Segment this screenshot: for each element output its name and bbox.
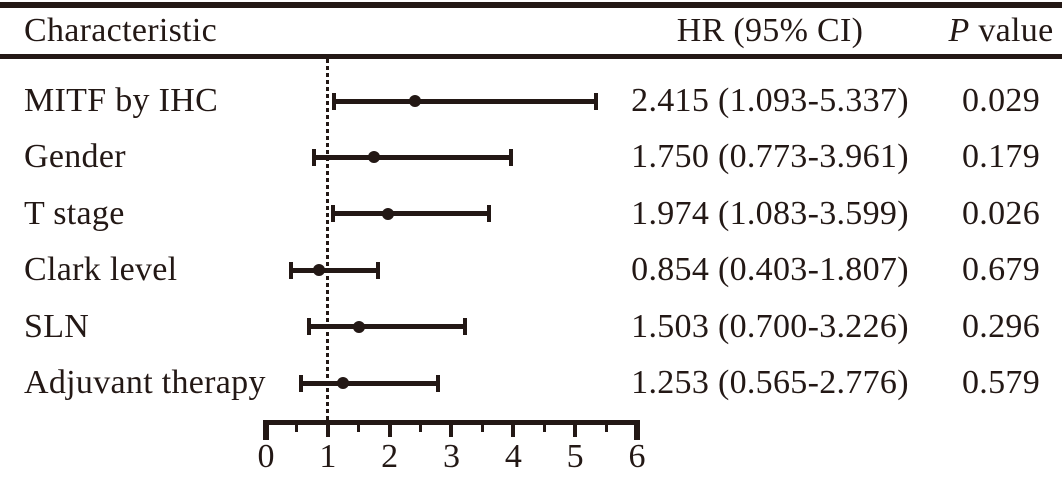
hr-ci-text: 1.750 (0.773-3.961) [631, 138, 909, 176]
x-axis-tick-minor [295, 425, 299, 432]
x-axis-tick-minor [480, 425, 484, 432]
header-rule [0, 54, 1062, 59]
ci-bar [309, 324, 466, 330]
ci-cap-right [486, 205, 491, 223]
ci-cap-left [298, 374, 303, 392]
ci-cap-left [331, 92, 336, 110]
ci-cap-left [288, 261, 293, 279]
x-axis-line [263, 420, 640, 425]
x-axis-tick-major [263, 425, 269, 440]
x-axis-tick-label: 2 [381, 438, 399, 475]
x-axis-tick-label: 6 [628, 438, 646, 475]
row-label: MITF by IHC [24, 82, 219, 119]
hr-ci-text: 1.974 (1.083-3.599) [631, 194, 909, 232]
ci-bar [300, 380, 438, 386]
row-label: Clark level [24, 251, 178, 289]
x-axis-tick-major [325, 425, 330, 437]
ci-bar [333, 98, 596, 104]
ci-cap-right [593, 92, 598, 110]
ci-bar [313, 154, 511, 160]
ci-bar [332, 211, 489, 217]
top-rule [0, 2, 1062, 8]
ci-cap-left [311, 148, 316, 166]
hr-ci-text: 0.854 (0.403-1.807) [631, 251, 909, 289]
x-axis-tick-major [573, 425, 578, 437]
x-axis-tick-minor [357, 425, 361, 432]
reference-line [326, 59, 330, 420]
x-axis-tick-major [449, 425, 454, 437]
x-axis-tick-label: 4 [504, 438, 522, 475]
p-value-text: 0.179 [962, 138, 1040, 176]
p-value-text: 0.029 [962, 82, 1040, 119]
x-axis-tick-label: 3 [442, 438, 460, 475]
hr-ci-text: 1.253 (0.565-2.776) [631, 364, 909, 401]
ci-bar [290, 267, 378, 273]
hr-point-marker [312, 264, 325, 277]
ci-cap-right [508, 148, 513, 166]
p-value-header-rest: value [969, 12, 1054, 49]
column-header-p-value: P value [926, 9, 1062, 53]
x-axis-tick-minor [604, 425, 608, 432]
x-axis-tick-minor [419, 425, 423, 432]
ci-cap-right [435, 374, 440, 392]
column-header-hr-ci: HR (95% CI) [676, 12, 864, 49]
column-header-characteristic: Characteristic [24, 12, 217, 49]
ci-cap-right [375, 261, 380, 279]
p-value-text: 0.026 [962, 194, 1040, 232]
ci-cap-left [330, 205, 335, 223]
row-label: SLN [24, 307, 90, 345]
ci-cap-left [307, 318, 312, 336]
row-label: Adjuvant therapy [24, 364, 266, 401]
p-value-text: 0.296 [962, 307, 1040, 345]
x-axis-tick-major [387, 425, 392, 437]
row-label: Gender [24, 138, 126, 176]
p-value-text: 0.579 [962, 364, 1040, 401]
p-value-text: 0.679 [962, 251, 1040, 289]
x-axis-tick-major [633, 425, 640, 440]
x-axis-tick-label: 5 [566, 438, 584, 475]
x-axis-tick-label: 1 [319, 438, 337, 475]
hr-point-marker [368, 151, 381, 164]
p-value-header-italic-p: P [948, 12, 970, 49]
x-axis-tick-major [511, 425, 516, 437]
hr-ci-text: 1.503 (0.700-3.226) [631, 307, 909, 345]
x-axis-tick-minor [542, 425, 546, 432]
x-axis-tick-label: 0 [257, 438, 275, 475]
ci-cap-right [463, 318, 468, 336]
hr-point-marker [352, 320, 365, 333]
hr-ci-text: 2.415 (1.093-5.337) [631, 82, 909, 119]
row-label: T stage [24, 194, 125, 232]
hr-point-marker [382, 207, 395, 220]
hr-point-marker [337, 377, 350, 389]
hr-point-marker [409, 95, 422, 107]
